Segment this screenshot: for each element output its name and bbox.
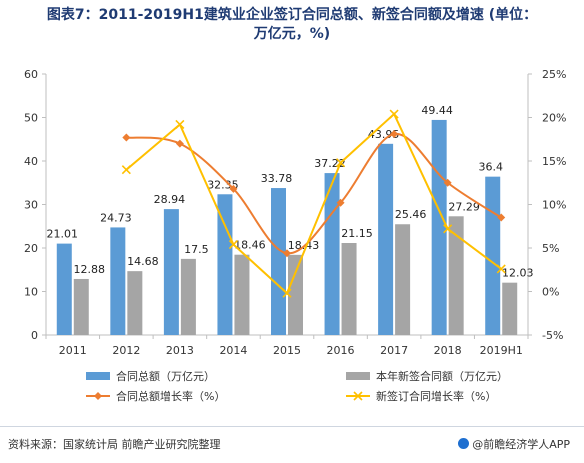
line-point-diamond: [283, 249, 291, 258]
bar-data-label: 12.03: [502, 267, 534, 280]
left-tick-label: 0: [31, 329, 38, 342]
bar: [110, 227, 126, 335]
left-tick-label: 30: [24, 199, 38, 212]
left-tick-label: 60: [24, 68, 38, 81]
line-point-x: [121, 165, 131, 175]
line-point-x: [175, 119, 185, 130]
bar-data-label: 36.4: [478, 161, 503, 174]
bar-data-label: 17.5: [184, 243, 209, 256]
line-point-x: [496, 264, 506, 274]
right-tick-label: 0%: [542, 286, 559, 299]
x-tick-label: 2019H1: [480, 344, 523, 357]
chart-title: 图表7：2011-2019H1建筑业企业签订合同总额、新签合同额及增速 (单位：…: [0, 6, 584, 44]
bar-data-label: 49.44: [421, 104, 453, 117]
right-tick-label: 25%: [542, 68, 566, 81]
x-tick-label: 2014: [219, 344, 247, 357]
line-point-diamond: [443, 178, 452, 187]
x-tick-label: 2016: [327, 344, 355, 357]
bar: [324, 173, 340, 335]
legend-label: 合同总额（万亿元）: [116, 369, 215, 383]
bar: [163, 209, 179, 335]
line-point-x: [389, 109, 399, 119]
legend-marker: [353, 391, 363, 401]
bar: [502, 282, 518, 335]
legend-label: 新签订合同增长率（%）: [376, 389, 496, 403]
bar: [431, 119, 447, 335]
right-tick-label: -5%: [542, 329, 563, 342]
bar: [127, 271, 143, 335]
bar-data-label: 25.46: [395, 208, 427, 221]
series-line: [126, 133, 502, 255]
bar-data-label: 28.94: [154, 193, 186, 206]
bar: [217, 194, 233, 335]
left-tick-label: 50: [24, 112, 38, 125]
x-tick-label: 2011: [59, 344, 87, 357]
series-line: [125, 112, 502, 295]
bar-data-label: 14.68: [127, 255, 159, 268]
bar: [180, 258, 196, 335]
x-tick-label: 2013: [166, 344, 194, 357]
line-point-x: [443, 224, 453, 234]
legend-label: 本年新签合同额（万亿元）: [376, 369, 508, 383]
bar: [234, 254, 250, 335]
left-tick-label: 40: [24, 155, 38, 168]
bar: [288, 254, 303, 335]
x-tick-label: 2017: [380, 344, 408, 357]
line-point-x: [228, 239, 239, 250]
line-point-diamond: [390, 130, 399, 139]
bar-data-label: 27.29: [448, 200, 480, 213]
line-point-x: [335, 158, 346, 168]
bar: [448, 216, 464, 335]
bar: [485, 176, 501, 335]
bar-data-label: 24.73: [100, 211, 132, 224]
bar-data-label: 18.43: [288, 239, 320, 252]
x-tick-label: 2015: [273, 344, 301, 357]
right-tick-label: 10%: [542, 199, 566, 212]
footer-divider: [0, 426, 584, 427]
bar: [341, 242, 357, 335]
legend-marker: [94, 392, 102, 400]
brand-credit: @前瞻经济学人APP: [458, 436, 570, 452]
line-point-x: [282, 288, 292, 298]
bar: [73, 278, 89, 335]
line-point-diamond: [122, 133, 131, 142]
bar: [395, 224, 411, 335]
line-point-diamond: [497, 213, 506, 222]
brand-credit-text: @前瞻经济学人APP: [472, 438, 570, 451]
line-point-diamond: [336, 198, 345, 207]
bar: [378, 143, 394, 335]
x-tick-label: 2012: [112, 344, 140, 357]
line-point-diamond: [175, 139, 184, 148]
legend-swatch: [346, 372, 370, 380]
bar-data-label: 18.46: [234, 239, 266, 252]
line-point-diamond: [229, 184, 238, 193]
left-tick-label: 10: [24, 286, 38, 299]
legend-swatch: [86, 372, 110, 380]
bar-data-label: 33.78: [261, 172, 293, 185]
bar: [271, 188, 286, 335]
left-tick-label: 20: [24, 242, 38, 255]
bar: [56, 243, 72, 335]
bar-data-label: 12.88: [74, 263, 106, 276]
brand-logo-icon: [458, 438, 470, 449]
right-tick-label: 5%: [542, 242, 559, 255]
chart-title-line2: 万亿元，%): [253, 26, 331, 42]
legend-label: 合同总额增长率（%）: [116, 389, 225, 403]
bar-data-label: 21.01: [47, 228, 79, 241]
x-tick-label: 2018: [434, 344, 462, 357]
right-tick-label: 15%: [542, 155, 566, 168]
source-note: 资料来源：国家统计局 前瞻产业研究院整理: [8, 438, 221, 451]
chart-title-line1: 图表7：2011-2019H1建筑业企业签订合同总额、新签合同额及增速 (单位：: [46, 7, 538, 23]
bar-data-label: 21.15: [341, 227, 373, 240]
right-tick-label: 20%: [542, 112, 566, 125]
